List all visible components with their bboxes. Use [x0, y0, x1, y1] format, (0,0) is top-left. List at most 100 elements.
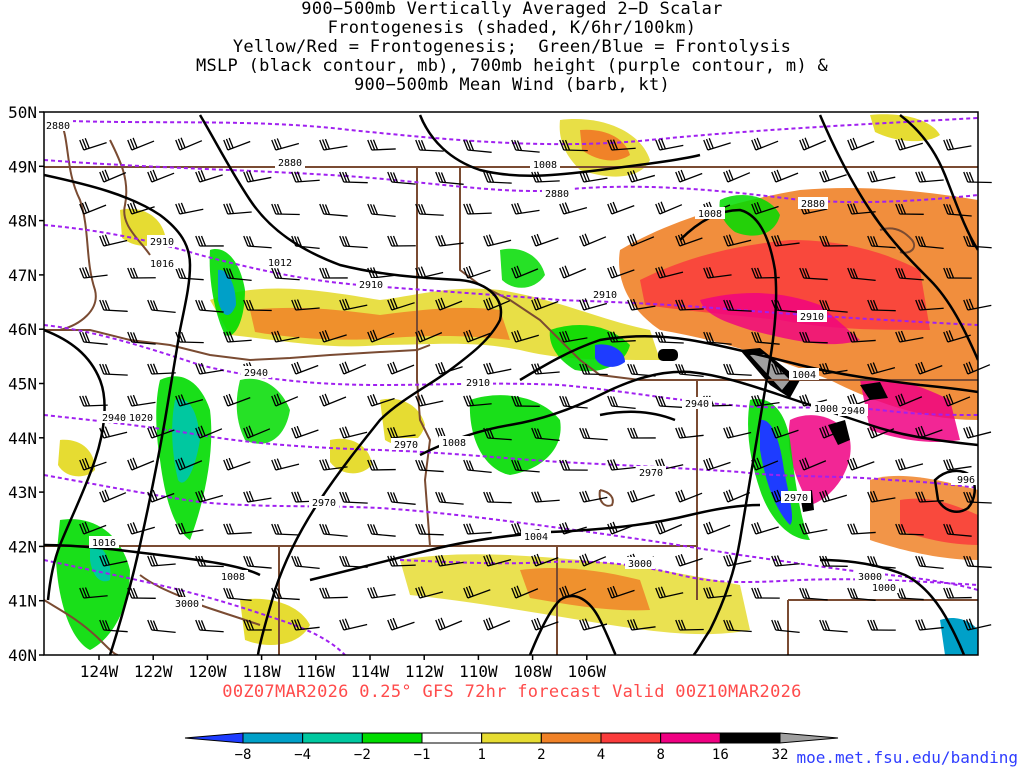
wind-barb: [627, 298, 656, 311]
wind-barb: [435, 617, 463, 631]
wind-barb: [367, 459, 396, 471]
wind-barb: [531, 491, 560, 503]
height-label-bg: [43, 119, 73, 131]
wind-barb: [319, 267, 348, 279]
mslp-label-bg: [265, 256, 295, 268]
height-label: 2880: [278, 158, 302, 169]
wind-barb: [463, 203, 492, 215]
wind-barb: [319, 393, 347, 407]
height-label: 2940: [841, 406, 865, 417]
wind-barb: [771, 169, 799, 183]
wind-barb: [963, 618, 992, 631]
colorbar-label: 2: [537, 747, 545, 763]
latitude-axis: 50N 49N 48N 47N 46N 45N 44N 43N 42N 41N 40N: [8, 103, 44, 665]
wind-barb: [915, 425, 943, 439]
wind-barb: [367, 203, 396, 217]
wind-barb: [943, 138, 972, 151]
wind-barb: [559, 265, 587, 279]
wind-barb: [915, 171, 944, 183]
wind-barb: [511, 330, 539, 343]
wind-barb: [367, 267, 396, 279]
wind-barb: [723, 619, 752, 633]
wind-barb: [703, 331, 732, 345]
mslp-label: 1012: [268, 258, 292, 269]
wind-barb: [847, 267, 876, 282]
wind-barb: [271, 138, 300, 151]
height-label-bg: [309, 496, 339, 508]
wind-barb: [223, 137, 251, 151]
wind-barb: [435, 554, 464, 567]
wind-barb: [751, 267, 780, 279]
wind-barb: [895, 393, 923, 407]
wind-barb: [771, 619, 800, 634]
mslp-label: 1008: [221, 572, 245, 583]
lon-label: 118W: [242, 662, 281, 681]
colorbar-label: −8: [235, 747, 252, 763]
wind-barb: [531, 233, 559, 247]
wind-barb: [463, 523, 492, 535]
wind-barb: [703, 457, 731, 471]
wind-barb: [723, 489, 751, 503]
wind-barb: [963, 555, 992, 569]
colorbar-label: −4: [294, 747, 311, 763]
height-label: 3000: [628, 559, 652, 570]
wind-barb: [387, 491, 416, 505]
wind-barb: [147, 555, 176, 567]
wind-barb: [243, 425, 271, 439]
height-label: 2910: [359, 280, 383, 291]
wind-barb: [271, 523, 300, 536]
wind-barb: [511, 139, 540, 153]
mslp-label-bg: [521, 530, 551, 542]
wind-barb: [483, 362, 512, 375]
mslp-label-bg: [951, 473, 981, 485]
colorbar-label: −1: [414, 747, 431, 763]
wind-barb: [751, 522, 779, 535]
colorbar-swatch: [600, 732, 662, 744]
wind-barb: [675, 553, 703, 567]
wind-barb: [531, 553, 559, 567]
wind-barb: [99, 169, 127, 183]
wind-barb: [819, 619, 848, 633]
wind-barb: [271, 393, 299, 407]
wind-barb: [847, 203, 876, 215]
wind-barb: [223, 523, 252, 535]
wind-barb: [291, 425, 319, 439]
wind-barb: [867, 362, 896, 375]
wind-barb: [531, 363, 560, 375]
height-label-bg: [463, 376, 493, 388]
wind-barb: [943, 267, 972, 279]
wind-barb: [511, 395, 540, 407]
wind-barb: [867, 555, 896, 569]
wind-barb: [703, 587, 732, 599]
wind-barb: [463, 395, 492, 407]
wind-barb: [579, 490, 608, 503]
credit-link[interactable]: moe.met.fsu.edu/banding: [796, 748, 1018, 767]
wind-barb: [127, 457, 155, 471]
wind-barb: [147, 299, 176, 313]
wind-barb: [339, 618, 368, 631]
mslp-label-bg: [530, 158, 560, 170]
height-label: 2970: [312, 498, 336, 509]
wind-barb: [175, 267, 204, 281]
wind-barb: [147, 169, 175, 183]
wind-barb: [223, 393, 251, 407]
wind-barb: [703, 138, 731, 151]
mslp-label-bg: [695, 207, 725, 219]
contour-labels: 1008 1008 1016 1012 1020 1008 1004 1004 1000 996 1…: [43, 119, 981, 610]
wind-barb: [607, 395, 636, 410]
wind-barb: [223, 587, 252, 602]
lat-label: 44N: [8, 429, 37, 448]
wind-barb: [723, 363, 752, 376]
wind-barb: [291, 619, 320, 631]
wind-barb: [655, 331, 684, 344]
wind-barb: [675, 233, 703, 247]
wind-barb: [655, 521, 683, 535]
wind-barb: [339, 361, 367, 375]
mslp-label-bg: [811, 402, 841, 414]
colorbar: −8 −4 −2 −1 1 2 4 8 16 32: [184, 732, 839, 763]
wind-barb: [627, 170, 656, 183]
wind-barb: [79, 457, 107, 471]
wind-barb: [243, 555, 272, 569]
mslp-label: 1008: [533, 160, 557, 171]
wind-barb: [895, 458, 924, 471]
